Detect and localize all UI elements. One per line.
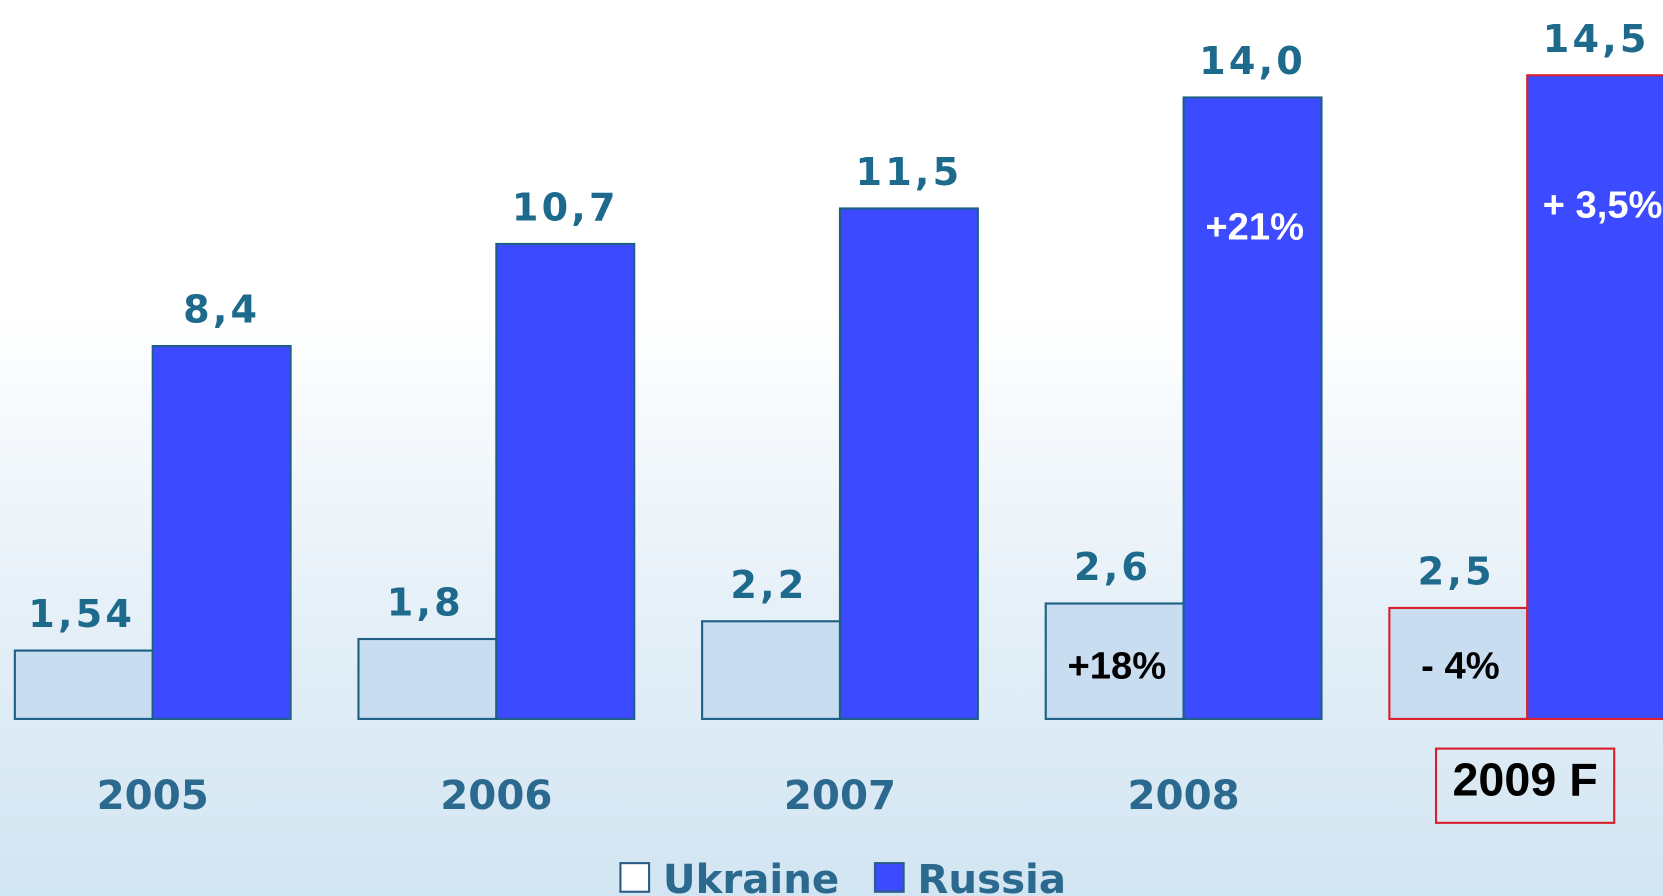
value-label: 2,5 xyxy=(1418,551,1495,595)
bar xyxy=(1044,602,1185,720)
bar xyxy=(357,637,498,720)
bar xyxy=(1182,96,1323,720)
category-slot: 2008 xyxy=(1127,771,1240,819)
legend: Ukraine Russia xyxy=(619,856,1066,896)
bar xyxy=(838,207,979,720)
annotation: +21% xyxy=(1205,206,1304,249)
x-tick-label: 2005 xyxy=(96,771,209,819)
annotation: + 3,5% xyxy=(1543,183,1663,226)
category-slot: 2005 xyxy=(96,771,209,819)
x-tick-label: 2008 xyxy=(1127,771,1240,819)
bar xyxy=(151,344,292,720)
legend-label: Ukraine xyxy=(663,856,839,896)
category-slot: 2007 xyxy=(783,771,897,819)
annotation: - 4% xyxy=(1421,645,1499,688)
legend-swatch xyxy=(619,862,651,893)
bar xyxy=(701,620,842,720)
x-tick-label: 2007 xyxy=(783,771,897,819)
x-tick-label: 2009 F xyxy=(1434,747,1616,824)
category-slot: 2009 F xyxy=(1434,747,1616,824)
bar xyxy=(1388,606,1529,720)
bar xyxy=(13,649,154,720)
value-label: 1,54 xyxy=(28,593,135,637)
bar xyxy=(1526,74,1663,720)
value-label: 2,6 xyxy=(1074,546,1151,590)
value-label: 2,2 xyxy=(730,564,807,608)
annotation: +18% xyxy=(1067,645,1166,688)
value-label: 1,8 xyxy=(387,582,464,626)
legend-swatch xyxy=(873,862,905,893)
value-label: 14,0 xyxy=(1199,40,1306,84)
x-tick-label: 2006 xyxy=(440,771,553,819)
value-label: 8,4 xyxy=(183,289,260,333)
value-label: 14,5 xyxy=(1543,18,1650,62)
bar xyxy=(495,242,636,720)
category-slot: 2006 xyxy=(440,771,553,819)
value-label: 11,5 xyxy=(855,151,962,195)
legend-label: Russia xyxy=(917,856,1066,896)
value-label: 10,7 xyxy=(512,187,619,231)
